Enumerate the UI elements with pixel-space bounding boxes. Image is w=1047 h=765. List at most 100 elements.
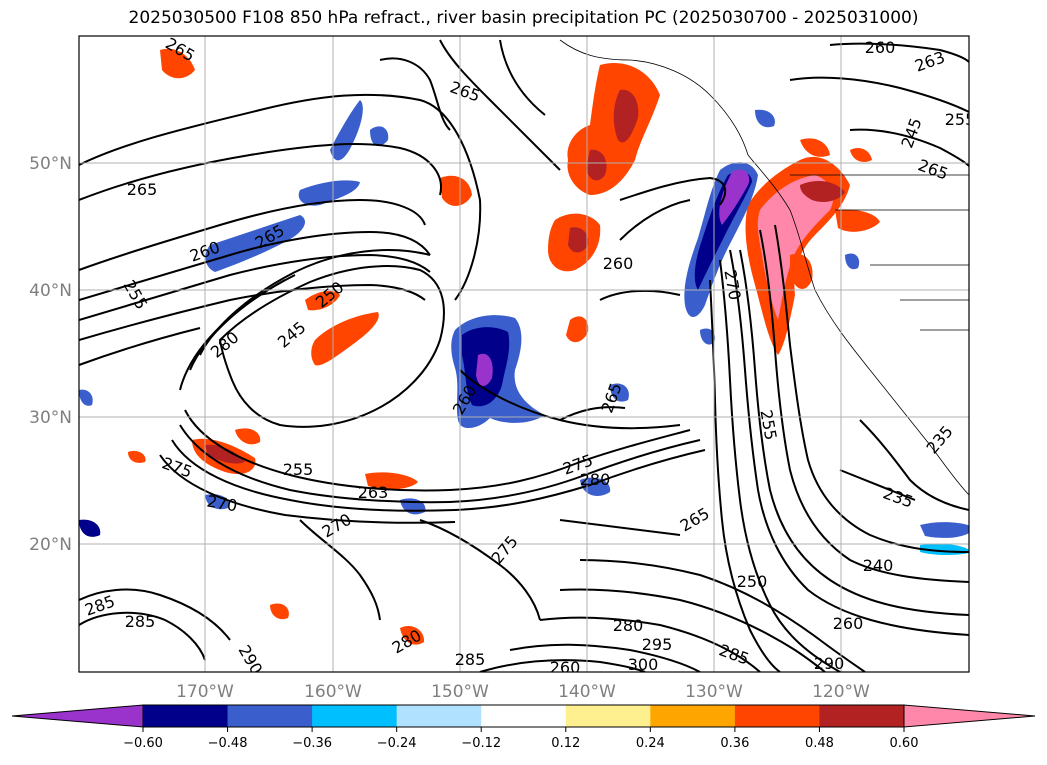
latitude-labels: 50°N 40°N 30°N 20°N — [29, 154, 72, 555]
contour-line — [789, 76, 969, 113]
contour-line — [179, 279, 286, 391]
contour-line — [509, 643, 701, 672]
colorbar-segment — [565, 705, 651, 727]
precip-positive-blob — [400, 625, 425, 645]
lon-label: 160°W — [304, 682, 362, 702]
lat-label: 50°N — [29, 154, 72, 174]
colorbar-tick-label: −0.24 — [377, 736, 417, 751]
coastline — [559, 39, 969, 496]
colorbar-segment — [481, 705, 567, 727]
colorbar-segment — [734, 705, 820, 727]
precip-negative-blob — [700, 328, 716, 345]
contour-line — [218, 265, 445, 428]
refractivity-contours — [79, 39, 969, 672]
contour-label: 240 — [863, 556, 894, 575]
contour-line — [859, 419, 969, 511]
contour-line — [79, 230, 431, 301]
contour-line — [299, 519, 381, 621]
precip-negative-blob — [755, 109, 775, 128]
precip-negative-blob — [920, 522, 969, 538]
contour-line — [559, 519, 681, 536]
contour-line — [759, 229, 969, 583]
precip-negative-blob — [476, 353, 493, 386]
precip-negative-blob — [845, 253, 860, 270]
contour-label: 300 — [628, 655, 659, 674]
contour-line — [739, 249, 969, 616]
contour-line — [479, 659, 646, 672]
colorbar-segment — [143, 705, 229, 727]
colorbar-tick-label: 0.36 — [720, 736, 749, 751]
contour-line — [439, 39, 561, 171]
contour-line — [79, 93, 482, 301]
precip-negative-blob — [298, 180, 360, 206]
contour-label: 265 — [127, 180, 158, 199]
precip-positive-blob — [757, 175, 834, 320]
lat-label: 20°N — [29, 535, 72, 555]
contour-line — [184, 409, 691, 492]
colorbar-segment — [650, 705, 736, 727]
contour-line — [839, 469, 916, 501]
contour-label: 280 — [613, 616, 644, 635]
contour-line — [171, 439, 706, 512]
precip-negative-blob — [205, 215, 305, 272]
coastline-path — [559, 39, 749, 156]
contour-label: 255 — [945, 110, 976, 129]
precip-positive-blob — [160, 48, 195, 79]
contour-line — [79, 283, 426, 341]
contour-line — [79, 327, 201, 366]
colorbar-tick-label: −0.12 — [461, 736, 501, 751]
longitude-labels: 170°W 160°W 150°W 140°W 130°W 120°W — [176, 682, 870, 702]
precip-positive-blob — [800, 180, 845, 203]
precip-negative-blob — [610, 383, 629, 402]
precip-positive-blob — [440, 175, 472, 206]
graticule — [79, 36, 969, 672]
contour-line — [179, 424, 701, 504]
precip-positive-blob — [270, 603, 289, 620]
colorbar-segment — [396, 705, 482, 727]
contour-line — [849, 128, 969, 167]
contour-line — [729, 249, 969, 636]
precip-positive-blob — [566, 316, 589, 343]
contour-label: 285 — [455, 650, 486, 669]
contour-line — [719, 259, 841, 672]
lon-label: 170°W — [176, 682, 234, 702]
contour-label: 260 — [550, 658, 581, 677]
colorbar-tick-label: −0.36 — [292, 736, 332, 751]
contour-label: 260 — [603, 254, 634, 273]
contour-line — [379, 57, 451, 131]
contour-label: 290 — [814, 654, 845, 673]
precip-positive-blob — [365, 472, 418, 490]
contour-label: 263 — [358, 483, 389, 502]
contour-line — [599, 289, 681, 301]
colorbar-tick-label: 0.60 — [890, 736, 919, 751]
lat-label: 40°N — [29, 281, 72, 301]
lon-label: 150°W — [431, 682, 489, 702]
colorbar-tick-label: −0.60 — [123, 736, 163, 751]
precip-positive-blob — [128, 450, 146, 463]
colorbar-segment — [312, 705, 398, 727]
precip-positive-blob — [850, 148, 872, 162]
contour-label: 255 — [283, 460, 314, 479]
contour-label: 285 — [125, 612, 156, 631]
colorbar-extend-high — [903, 704, 1036, 728]
contour-line — [159, 454, 456, 524]
precip-negative-blob — [79, 389, 93, 406]
contour-line — [559, 588, 826, 672]
precip-positive-blob — [613, 89, 639, 143]
precip-negative-blob — [580, 477, 611, 496]
colorbar-extend-low — [11, 704, 144, 728]
contour-label: 260 — [865, 38, 896, 57]
precip-positive-blob — [835, 209, 880, 232]
contour-line — [79, 198, 426, 271]
map-title: 2025030500 F108 850 hPa refract., river … — [128, 8, 919, 28]
precip-negative-blob — [719, 169, 750, 225]
colorbar-tick-label: −0.48 — [208, 736, 248, 751]
precip-negative-blob — [79, 519, 101, 537]
precip-negative-blob — [370, 126, 389, 146]
contour-label: 280 — [580, 470, 611, 489]
precip-positive-blob — [586, 149, 607, 181]
coastline-path — [747, 154, 969, 496]
contour-line — [539, 616, 761, 672]
colorbar-segment — [227, 705, 313, 727]
